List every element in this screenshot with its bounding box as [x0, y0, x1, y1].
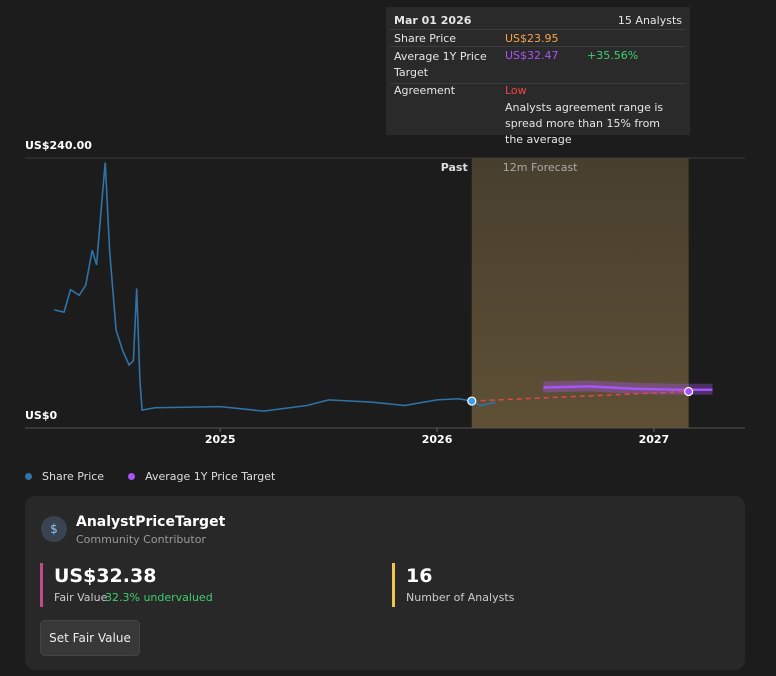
tooltip-value: US$32.47	[505, 49, 559, 62]
x-tick-label: 2026	[422, 433, 453, 446]
fair-value: US$32.38	[54, 565, 157, 587]
tooltip-value: Low	[505, 84, 527, 97]
chart: Past 12m Forecast US$0 US$240.00 2025 2026 202…	[25, 139, 745, 446]
tooltip-label: Average 1Y Price Target	[394, 50, 487, 79]
accent-bar	[40, 563, 43, 607]
legend-item: Share Price	[25, 470, 104, 483]
tooltip: Mar 01 2026 15 Analysts Share Price US$2…	[386, 7, 690, 146]
region-label: 12m Forecast	[503, 161, 578, 174]
fair-value-label: Fair Value	[54, 591, 108, 604]
analyst-card: $ AnalystPriceTarget Community Contribut…	[25, 496, 745, 670]
y-tick-label: US$0	[25, 409, 58, 422]
legend-label: Share Price	[42, 470, 105, 483]
accent-bar	[392, 563, 395, 607]
region-label: Past	[441, 161, 468, 174]
x-tick-label: 2025	[205, 433, 236, 446]
forecast-line	[471, 390, 689, 402]
tooltip-value: US$23.95	[505, 32, 559, 45]
contributor-name: AnalystPriceTarget	[76, 514, 226, 530]
tooltip-change: +35.56%	[587, 49, 639, 62]
series-line	[54, 162, 496, 412]
forecast-start-dot	[467, 396, 477, 406]
tooltip-label: Agreement	[394, 84, 456, 97]
tooltip-label: Share Price	[394, 32, 457, 45]
analyst-count-label: Number of Analysts	[406, 591, 515, 604]
forecast-end-dot	[684, 386, 694, 397]
avatar: $	[41, 516, 67, 542]
legend-dot	[25, 473, 32, 480]
contributor-role: Community Contributor	[76, 533, 206, 546]
tooltip-analysts: 15 Analysts	[617, 14, 682, 27]
tooltip-date: Mar 01 2026	[394, 14, 472, 27]
set-fair-value-button[interactable]: Set Fair Value	[40, 620, 140, 656]
y-tick-label: US$240.00	[25, 139, 92, 152]
forecast-region	[471, 158, 689, 428]
analyst-count: 16	[406, 565, 433, 587]
legend-item: Average 1Y Price Target	[128, 470, 275, 483]
tooltip-note: Analysts agreement range is spread more …	[505, 101, 664, 146]
legend-dot	[128, 473, 136, 480]
legend: Share Price Average 1Y Price Target	[25, 470, 299, 483]
undervalued: 32.3% undervalued	[105, 591, 213, 604]
x-tick-label: 2027	[639, 433, 670, 446]
legend-label: Average 1Y Price Target	[145, 470, 276, 483]
